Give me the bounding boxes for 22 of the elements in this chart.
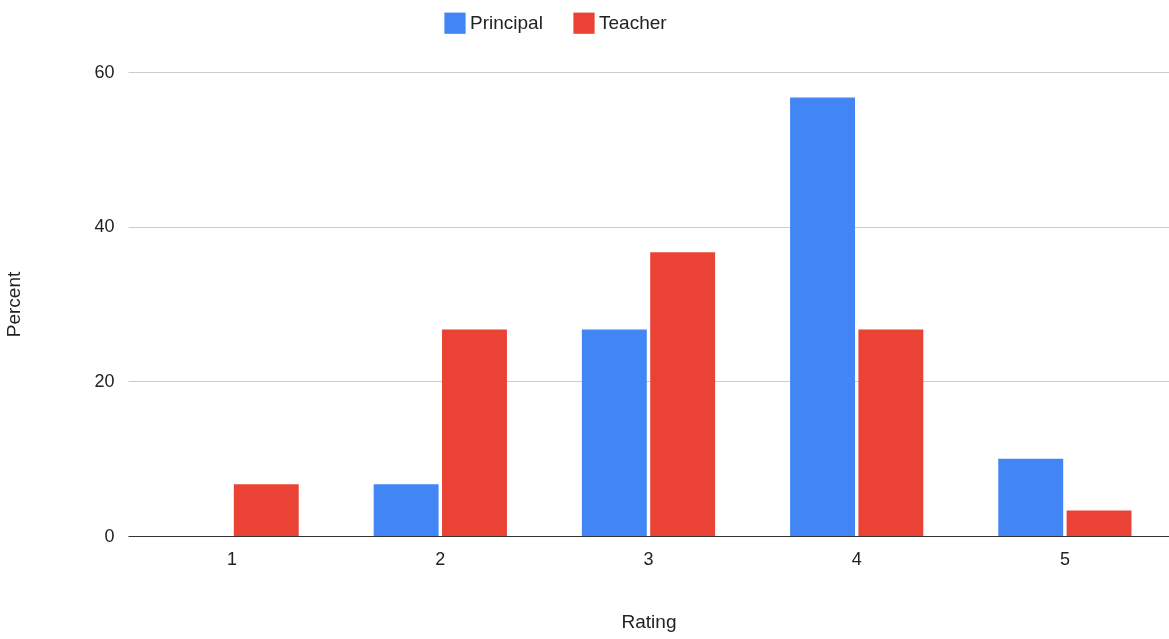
x-tick-label: 3 — [643, 548, 654, 569]
bar — [233, 484, 299, 536]
bar — [373, 484, 439, 536]
x-axis-title: Rating — [621, 610, 677, 632]
legend-label: Teacher — [599, 12, 668, 34]
x-tick-label: 4 — [851, 548, 862, 569]
bar — [581, 329, 647, 536]
y-tick-label: 60 — [94, 61, 115, 82]
y-axis-title: Percent — [3, 271, 25, 338]
legend-label: Principal — [470, 12, 543, 34]
bar — [442, 329, 507, 536]
x-tick-label: 2 — [435, 548, 446, 569]
x-tick-label: 5 — [1059, 548, 1070, 569]
bar — [650, 252, 716, 536]
y-tick-label: 20 — [94, 370, 115, 391]
y-tick-label: 0 — [104, 525, 115, 546]
y-tick-label: 40 — [94, 216, 115, 237]
bar — [1066, 510, 1132, 536]
bar — [998, 458, 1064, 536]
x-tick-label: 1 — [227, 548, 238, 569]
bar — [858, 329, 924, 536]
bar — [790, 97, 855, 536]
